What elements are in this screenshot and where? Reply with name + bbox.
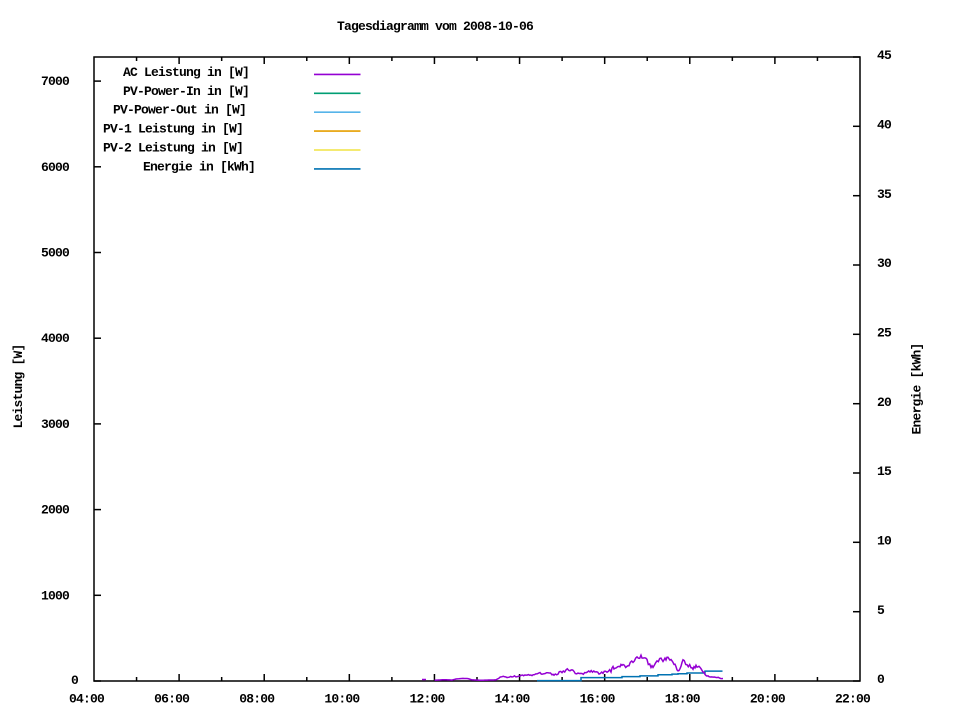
svg-text:PV-1 Leistung in [W]: PV-1 Leistung in [W] <box>103 122 243 137</box>
svg-text:PV-2 Leistung in [W]: PV-2 Leistung in [W] <box>103 141 243 156</box>
svg-text:0: 0 <box>877 672 885 687</box>
svg-text:Tagesdiagramm vom 2008-10-06: Tagesdiagramm vom 2008-10-06 <box>337 19 534 34</box>
svg-text:2000: 2000 <box>41 503 70 518</box>
svg-text:04:00: 04:00 <box>69 692 105 707</box>
svg-text:08:00: 08:00 <box>239 692 275 707</box>
svg-text:Energie [kWh]: Energie [kWh] <box>910 343 925 434</box>
svg-text:35: 35 <box>877 187 892 202</box>
svg-text:0: 0 <box>71 673 79 688</box>
svg-text:1000: 1000 <box>41 588 70 603</box>
svg-text:15: 15 <box>877 464 892 479</box>
svg-text:PV-Power-Out in [W]: PV-Power-Out in [W] <box>113 103 246 118</box>
svg-text:10: 10 <box>877 534 892 549</box>
svg-text:7000: 7000 <box>41 74 70 89</box>
svg-text:18:00: 18:00 <box>665 692 701 707</box>
svg-text:22:00: 22:00 <box>835 692 871 707</box>
svg-text:AC Leistung in [W]: AC Leistung in [W] <box>123 65 249 80</box>
svg-text:6000: 6000 <box>41 160 70 175</box>
svg-text:Energie in [kWh]: Energie in [kWh] <box>143 159 255 174</box>
svg-text:5000: 5000 <box>41 246 70 261</box>
svg-text:20: 20 <box>877 395 892 410</box>
svg-text:16:00: 16:00 <box>580 692 616 707</box>
svg-text:Leistung [W]: Leistung [W] <box>11 344 26 428</box>
svg-text:4000: 4000 <box>41 331 70 346</box>
svg-text:5: 5 <box>877 603 885 618</box>
svg-text:3000: 3000 <box>41 417 70 432</box>
svg-text:PV-Power-In in [W]: PV-Power-In in [W] <box>123 84 249 99</box>
svg-text:25: 25 <box>877 326 892 341</box>
svg-text:30: 30 <box>877 256 892 271</box>
svg-text:10:00: 10:00 <box>324 692 360 707</box>
svg-text:40: 40 <box>877 118 892 133</box>
svg-text:06:00: 06:00 <box>154 692 190 707</box>
svg-text:20:00: 20:00 <box>750 692 786 707</box>
svg-text:14:00: 14:00 <box>495 692 531 707</box>
svg-text:12:00: 12:00 <box>409 692 445 707</box>
svg-text:45: 45 <box>877 48 892 63</box>
